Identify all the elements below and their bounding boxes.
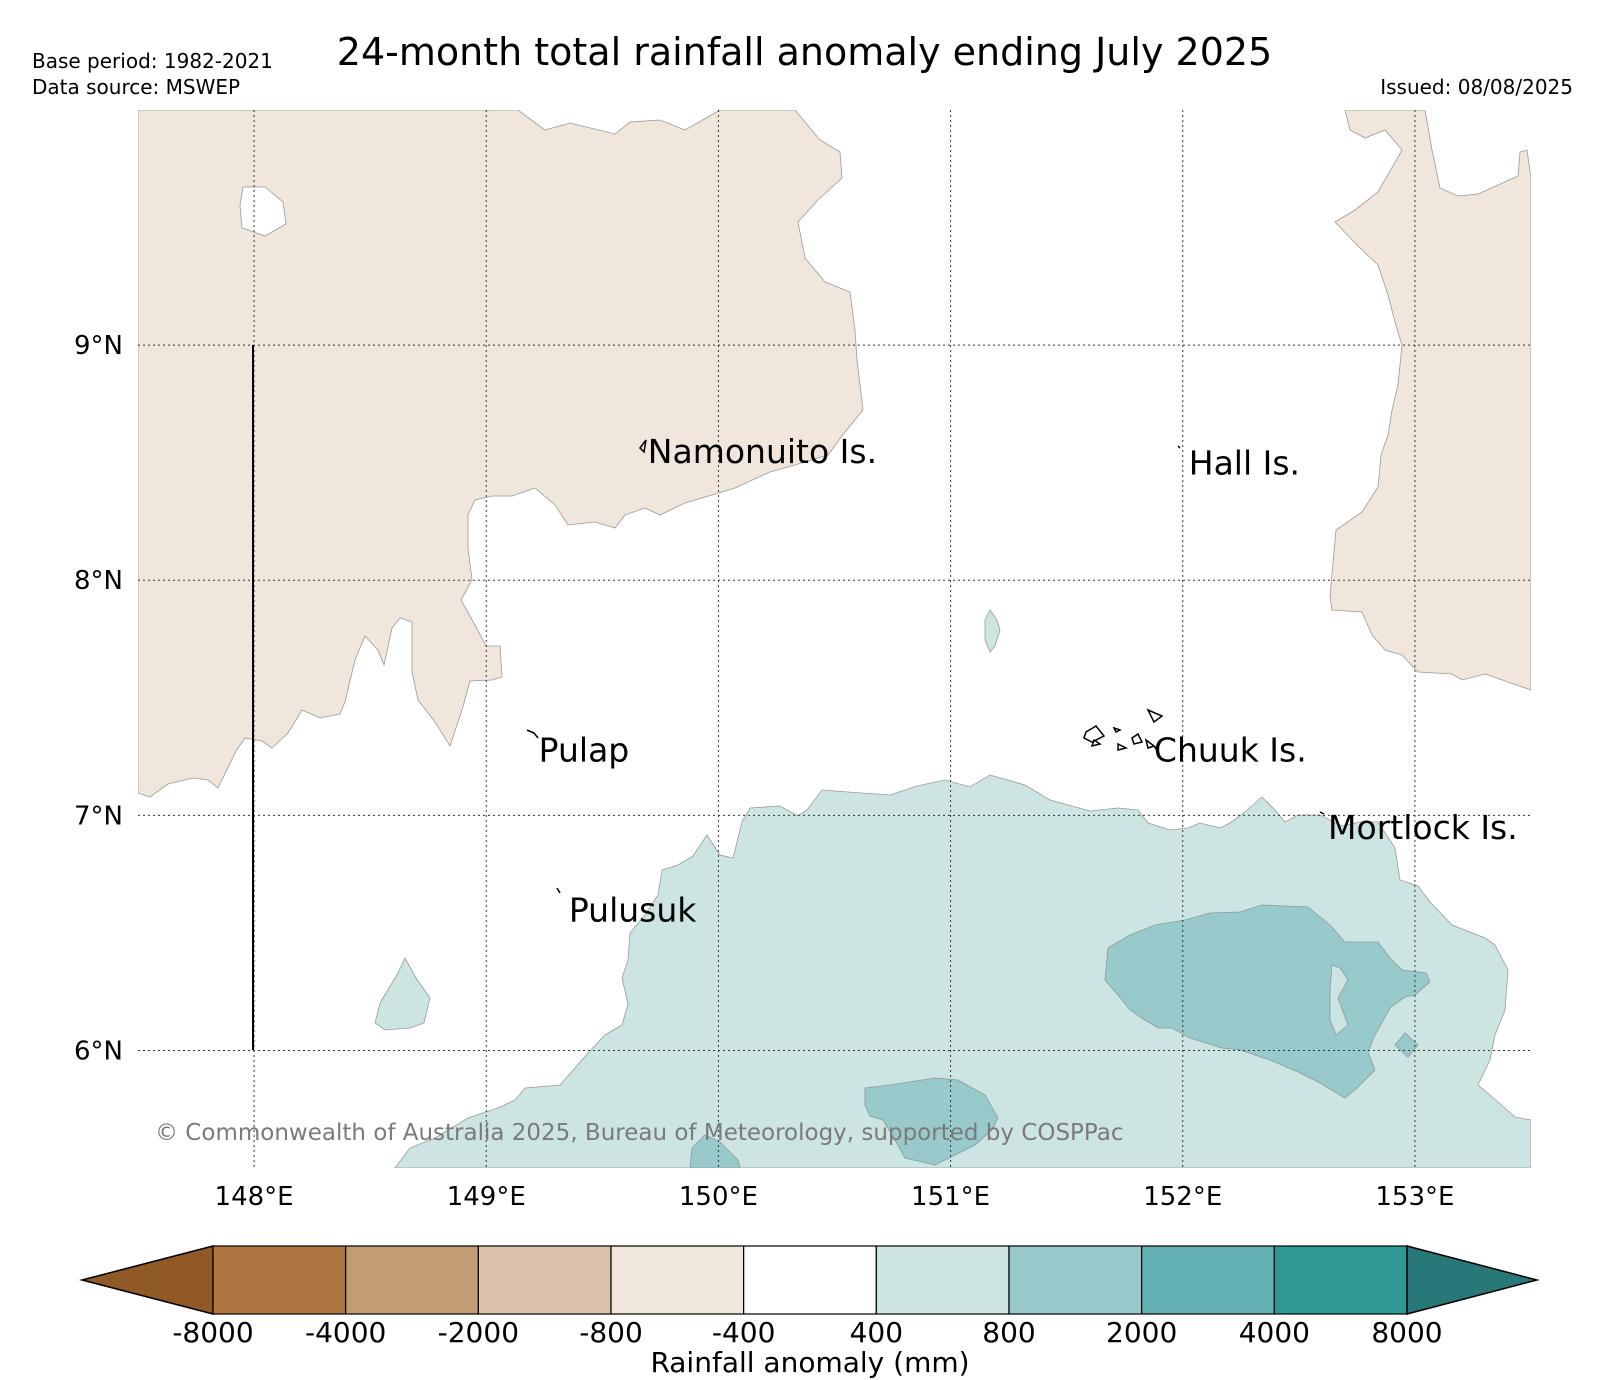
- lon-tick-label: 148°E: [215, 1182, 294, 1212]
- colorbar-segment: [212, 1245, 347, 1315]
- latitude-tick-labels: 9°N 8°N 7°N 6°N: [74, 331, 123, 1066]
- lon-tick-label: 153°E: [1375, 1182, 1454, 1212]
- place-label: Chuuk Is.: [1154, 731, 1307, 770]
- place-label: Namonuito Is.: [648, 432, 877, 471]
- colorbar-tick-label: -2000: [438, 1316, 519, 1349]
- colorbar-tick-label: 800: [982, 1316, 1035, 1349]
- lon-tick-label: 152°E: [1143, 1182, 1222, 1212]
- lat-tick-label: 7°N: [74, 801, 123, 831]
- colorbar-tick-label: -400: [712, 1316, 776, 1349]
- base-period-text: Base period: 1982-2021: [32, 49, 273, 73]
- pulusuk-island-outline: [556, 887, 561, 894]
- pulap-atoll-outline: [526, 729, 539, 739]
- lon-tick-label: 149°E: [447, 1182, 526, 1212]
- colorbar-tick-labels: -8000 -4000 -2000 -800 -400 400 800 2000 4000 800…: [172, 1316, 1442, 1349]
- issued-date-text: Issued: 08/08/2025: [1380, 75, 1573, 99]
- namonuito-atoll-outline: [639, 439, 647, 454]
- wet-core-east: [1104, 904, 1431, 1099]
- colorbar-segment: [743, 1245, 877, 1315]
- wet-core-central: [864, 1077, 999, 1166]
- colorbar-tick-label: -800: [579, 1316, 643, 1349]
- colorbar-extend-high: [1406, 1245, 1540, 1315]
- colorbar-segment: [477, 1245, 612, 1315]
- colorbar-extend-low: [79, 1245, 214, 1315]
- lon-tick-label: 150°E: [679, 1182, 758, 1212]
- island-outlines: [526, 439, 1325, 894]
- colorbar-tick-label: -8000: [172, 1316, 253, 1349]
- place-label: Pulusuk: [569, 890, 697, 929]
- neutral-patch-east: [1329, 964, 1349, 1036]
- wet-patch-north: [984, 609, 1001, 653]
- longitude-tick-labels: 148°E 149°E 150°E 151°E 152°E 153°E: [215, 1182, 1455, 1212]
- colorbar-tick-label: -4000: [305, 1316, 386, 1349]
- colorbar-segment: [610, 1245, 745, 1315]
- wet-core-small: [1394, 1032, 1419, 1058]
- dry-region-northeast: [1329, 110, 1531, 691]
- lon-tick-label: 151°E: [911, 1182, 990, 1212]
- colorbar-tick-label: 4000: [1239, 1316, 1310, 1349]
- colorbar-segment: [1273, 1245, 1408, 1315]
- colorbar-tick-label: 8000: [1371, 1316, 1442, 1349]
- lat-tick-label: 9°N: [74, 331, 123, 361]
- colorbar-tick-label: 400: [850, 1316, 903, 1349]
- dry-region-northwest: [138, 110, 864, 798]
- place-label: Hall Is.: [1189, 444, 1300, 483]
- neutral-patch: [239, 186, 287, 237]
- wet-patch-west: [374, 957, 431, 1031]
- colorbar-segment: [345, 1245, 479, 1315]
- colorbar: [79, 1245, 1540, 1315]
- chuuk-lagoon-islands: [1083, 708, 1164, 753]
- place-labels: Namonuito Is. Hall Is. Pulap Chuuk Is. Mortl…: [539, 432, 1518, 929]
- mortlock-islands-outline: [1319, 811, 1325, 815]
- hall-islands-outline: [1177, 445, 1181, 449]
- wet-core-southwest: [689, 1134, 741, 1168]
- gridlines: [138, 110, 1531, 1168]
- wet-region-south: [394, 774, 1531, 1168]
- colorbar-tick-label: 2000: [1106, 1316, 1177, 1349]
- anomaly-contours: [138, 110, 1531, 1168]
- colorbar-segment: [875, 1245, 1010, 1315]
- place-label: Pulap: [539, 731, 630, 770]
- colorbar-segment: [1008, 1245, 1143, 1315]
- lat-tick-label: 6°N: [74, 1036, 123, 1066]
- colorbar-label: Rainfall anomaly (mm): [650, 1346, 969, 1379]
- place-label: Mortlock Is.: [1328, 808, 1518, 847]
- map-title: 24-month total rainfall anomaly ending J…: [336, 30, 1273, 74]
- lat-tick-label: 8°N: [74, 566, 123, 596]
- data-source-text: Data source: MSWEP: [32, 75, 241, 99]
- credit-text: © Commonwealth of Australia 2025, Bureau…: [155, 1120, 1124, 1146]
- colorbar-segment: [1141, 1245, 1275, 1315]
